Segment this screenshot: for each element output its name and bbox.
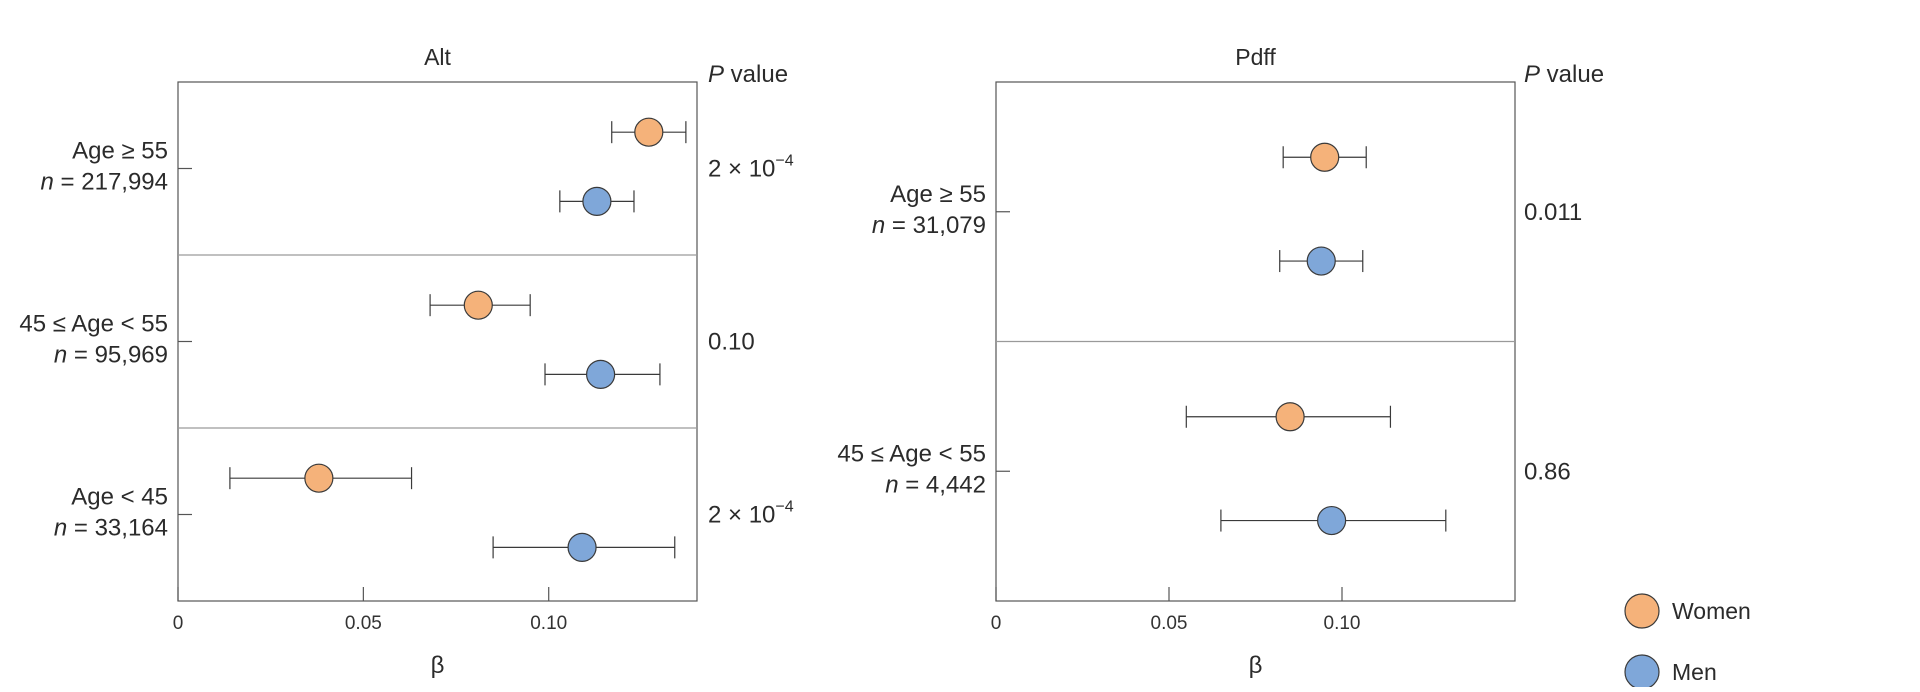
panel-title: Pdff xyxy=(1235,44,1276,70)
group-label: Age ≥ 55 xyxy=(72,138,168,165)
pvalue-header: P value xyxy=(1524,61,1604,88)
x-tick-label: 0.05 xyxy=(1151,613,1188,634)
pvalue-mantissa: 2 × 10 xyxy=(708,156,775,183)
pvalue-exponent: −4 xyxy=(775,153,793,170)
men-point xyxy=(586,359,616,389)
x-tick-label: 0 xyxy=(173,613,184,634)
pvalue-mantissa: 0.86 xyxy=(1524,458,1571,485)
group-label: Age ≥ 55 xyxy=(890,181,986,208)
group-n-value: = 217,994 xyxy=(54,169,168,196)
group-pvalue: 2 × 10−4 xyxy=(708,499,794,529)
pvalue-mantissa: 2 × 10 xyxy=(708,502,775,529)
men-point xyxy=(1317,505,1347,536)
x-tick-label: 0.10 xyxy=(1324,613,1361,634)
group-pvalue: 0.011 xyxy=(1524,199,1582,226)
legend-label-men: Men xyxy=(1672,659,1717,685)
men-point xyxy=(567,532,597,562)
women-point xyxy=(1275,402,1305,432)
pvalue-header-rest: value xyxy=(1540,61,1604,88)
x-tick-label: 0.05 xyxy=(345,613,382,634)
legend-label-women: Women xyxy=(1672,598,1751,624)
x-tick-label: 0 xyxy=(991,613,1002,634)
women-point xyxy=(304,463,334,493)
plot-frame xyxy=(177,81,698,602)
group-n-label: n = 217,994 xyxy=(41,169,168,196)
group-n-symbol: n xyxy=(872,212,885,239)
group-n-label: n = 33,164 xyxy=(54,515,168,542)
group-label: Age < 45 xyxy=(71,484,168,511)
women-point xyxy=(1310,142,1340,172)
group-n-label: n = 31,079 xyxy=(872,212,986,239)
group-n-value: = 33,164 xyxy=(67,515,168,542)
group-label: 45 ≤ Age < 55 xyxy=(19,311,168,338)
group-n-symbol: n xyxy=(41,169,54,196)
legend: Women Men xyxy=(1624,593,1751,690)
group-n-value: = 95,969 xyxy=(67,342,168,369)
pvalue-header-p: P xyxy=(1524,61,1540,88)
women-point xyxy=(634,117,664,147)
pvalue-mantissa: 0.011 xyxy=(1524,199,1582,226)
group-n-label: n = 4,442 xyxy=(885,471,986,498)
group-n-symbol: n xyxy=(54,515,67,542)
pvalue-header: P value xyxy=(708,61,788,88)
legend-marker-women xyxy=(1624,593,1660,629)
x-tick-label: 0.10 xyxy=(530,613,567,634)
x-axis-label: β xyxy=(1249,652,1263,679)
group-n-symbol: n xyxy=(54,342,67,369)
group-pvalue: 2 × 10−4 xyxy=(708,153,794,183)
legend-marker-men xyxy=(1624,654,1660,690)
x-axis-label: β xyxy=(431,652,445,679)
panel-title: Alt xyxy=(424,44,451,70)
pvalue-exponent: −4 xyxy=(775,499,793,516)
group-pvalue: 0.10 xyxy=(708,329,755,356)
men-point xyxy=(582,186,612,216)
group-pvalue: 0.86 xyxy=(1524,458,1571,485)
women-point xyxy=(463,290,493,320)
pvalue-header-p: P xyxy=(708,61,724,88)
group-n-label: n = 95,969 xyxy=(54,342,168,369)
pvalue-mantissa: 0.10 xyxy=(708,329,755,356)
group-n-symbol: n xyxy=(885,471,898,498)
group-n-value: = 31,079 xyxy=(885,212,986,239)
group-label: 45 ≤ Age < 55 xyxy=(837,440,986,467)
group-n-value: = 4,442 xyxy=(899,471,986,498)
pvalue-header-rest: value xyxy=(724,61,788,88)
men-point xyxy=(1306,246,1336,276)
